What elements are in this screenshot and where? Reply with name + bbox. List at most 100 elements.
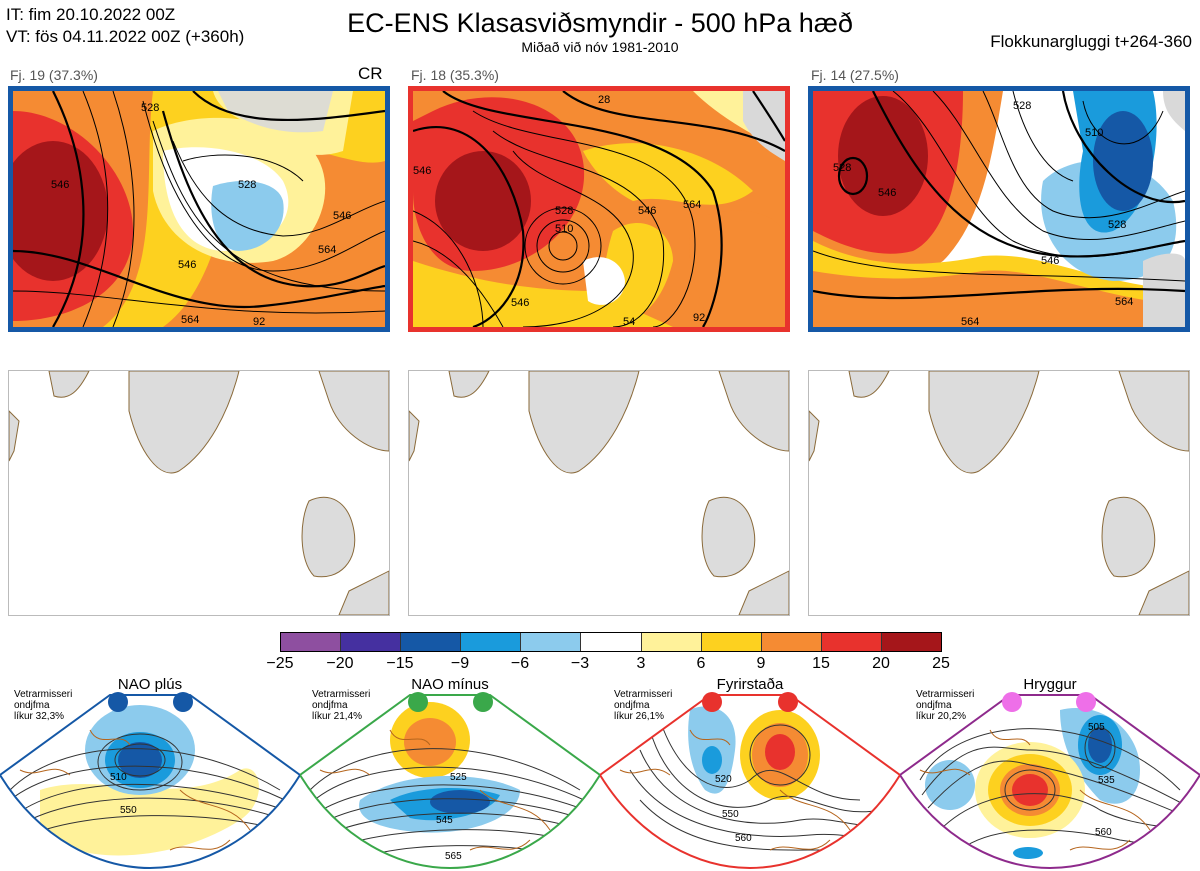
cluster-1-map[interactable]: 528 546 546 564 564 546 528 92 (8, 86, 390, 332)
cluster-1-contour-label: 564 (181, 314, 199, 326)
cluster-2-contour-label: 528 (555, 205, 573, 217)
regime-2-note: Vetrarmisseri ondjfma líkur 21,4% (312, 689, 370, 722)
regime-4-map[interactable]: 505 535 560 (900, 690, 1200, 871)
colorbar-tick: 20 (872, 655, 890, 672)
regime-3-note-line: Vetrarmisseri (614, 689, 673, 700)
cluster-2-label: Fj. 18 (35.3%) (411, 67, 499, 83)
colorbar-swatch (341, 633, 402, 651)
regime-1-note-line: líkur 32,3% (14, 711, 65, 722)
cluster-1-tag: CR (358, 64, 383, 83)
cluster-3-map[interactable]: 528 546 510 528 546 564 564 528 (808, 86, 1190, 332)
initial-time: IT: fim 20.10.2022 00Z (6, 5, 176, 24)
cluster-3-contour-label: 546 (1041, 255, 1059, 267)
colorbar-tick: −3 (570, 655, 590, 672)
cluster-1-contour-label: 564 (318, 244, 336, 256)
colorbar-swatch (461, 633, 522, 651)
colorbar-swatch (761, 633, 822, 651)
page-title: EC-ENS Klasasviðsmyndir - 500 hPa hæð (347, 8, 853, 38)
regime-1-title: NAO plús (117, 676, 183, 693)
colorbar-ticks: −25 −20 −15 −9 −6 −3 3 6 9 15 20 25 (0, 655, 1200, 675)
regime-4-marker (1076, 692, 1096, 712)
cluster-3-contour-label: 528 (1013, 100, 1031, 112)
cluster-1-label: Fj. 19 (37.3%) (10, 67, 98, 83)
cluster-1-contour-label: 528 (141, 102, 159, 114)
regime-2-contour-label: 545 (436, 815, 453, 826)
colorbar-tick: 3 (636, 655, 646, 672)
colorbar-tick: 25 (932, 655, 950, 672)
colorbar-tick: 9 (756, 655, 766, 672)
regime-2-contour-label: 565 (445, 851, 462, 862)
regime-3-title: Fyrirstaða (716, 676, 784, 693)
regime-1-note: Vetrarmisseri ondjfma líkur 32,3% (14, 689, 72, 722)
colorbar (280, 632, 942, 652)
regime-1-map[interactable]: 510 550 (0, 690, 300, 871)
cluster-1-contour-label: 528 (238, 179, 256, 191)
cluster-2-contour-label: 28 (598, 94, 610, 106)
regime-3-contour-label: 560 (735, 833, 752, 844)
regime-3-contour-label: 520 (715, 774, 732, 785)
regime-3-note-line: ondjfma (614, 700, 650, 711)
colorbar-tick: −6 (510, 655, 530, 672)
regime-3-note-line: líkur 26,1% (614, 711, 665, 722)
colorbar-tick: −25 (266, 655, 294, 672)
regime-1-note-line: Vetrarmisseri (14, 689, 73, 700)
cluster-2-contour-label: 546 (638, 205, 656, 217)
regime-2-title: NAO mínus (411, 676, 489, 693)
base-map-3[interactable] (808, 370, 1190, 616)
cluster-2-contour-label: 510 (555, 223, 573, 235)
regime-2-note-line: ondjfma (312, 700, 348, 711)
cluster-2-map[interactable]: 510 528 546 546 564 546 54 92 28 (408, 86, 790, 332)
regime-1-note-line: ondjfma (14, 700, 50, 711)
regime-2-marker (473, 692, 493, 712)
regime-4-note: Vetrarmisseri ondjfma líkur 20,2% (916, 689, 974, 722)
colorbar-swatch (281, 633, 342, 651)
regime-4-marker (1002, 692, 1022, 712)
cluster-1-contour-label: 92 (253, 316, 265, 327)
regime-1-marker (108, 692, 128, 712)
regime-4-contour-label: 535 (1098, 775, 1115, 786)
colorbar-swatch (701, 633, 762, 651)
base-map-1[interactable] (8, 370, 390, 616)
regime-2-map[interactable]: 525 545 565 (300, 690, 600, 871)
colorbar-swatch (521, 633, 582, 651)
base-map-1-land (9, 371, 389, 615)
regime-4-note-line: Vetrarmisseri (916, 689, 975, 700)
cluster-3-contour-label: 528 (833, 162, 851, 174)
cluster-1-contour-label: 546 (178, 259, 196, 271)
regime-4-contour-label: 560 (1095, 827, 1112, 838)
colorbar-tick: −20 (326, 655, 354, 672)
colorbar-swatch (821, 633, 882, 651)
cluster-3-contour-label: 528 (1108, 219, 1126, 231)
regime-2-contour-label: 525 (450, 772, 467, 783)
base-map-2[interactable] (408, 370, 790, 616)
colorbar-tick: −9 (450, 655, 470, 672)
run-info: IT: fim 20.10.2022 00Z VT: fös 04.11.202… (6, 4, 244, 48)
colorbar-tick: 15 (812, 655, 830, 672)
regime-1-contour-label: 510 (110, 772, 127, 783)
regime-4-note-line: ondjfma (916, 700, 952, 711)
base-map-3-land (809, 371, 1189, 615)
cluster-1-contour-label: 546 (51, 179, 69, 191)
regime-2-note-line: Vetrarmisseri (312, 689, 371, 700)
cluster-1-anomaly-field: 528 546 546 564 564 546 528 92 (13, 91, 385, 327)
regime-4-note-line: líkur 20,2% (916, 711, 967, 722)
colorbar-swatch (401, 633, 462, 651)
cluster-3-contour-label: 546 (878, 187, 896, 199)
colorbar-tick: −15 (386, 655, 414, 672)
cluster-1-contour-label: 546 (333, 210, 351, 222)
cluster-3-contour-label: 564 (961, 316, 979, 327)
cluster-3-contour-label: 510 (1085, 127, 1103, 139)
cluster-2-contour-label: 564 (683, 199, 701, 211)
cluster-2-anomaly-field: 510 528 546 546 564 546 54 92 28 (413, 91, 785, 327)
cluster-2-contour-label: 54 (623, 316, 635, 327)
colorbar-swatch (581, 633, 642, 651)
cluster-2-contour-label: 92 (693, 312, 705, 324)
regime-3-map[interactable]: 520 550 560 (600, 690, 900, 871)
regime-2-marker (408, 692, 428, 712)
regime-3-note: Vetrarmisseri ondjfma líkur 26,1% (614, 689, 672, 722)
regime-4-title: Hryggur (1023, 676, 1077, 693)
cluster-3-label: Fj. 14 (27.5%) (811, 67, 899, 83)
cluster-2-contour-label: 546 (511, 297, 529, 309)
colorbar-tick: 6 (696, 655, 706, 672)
regime-3-contour-label: 550 (722, 809, 739, 820)
